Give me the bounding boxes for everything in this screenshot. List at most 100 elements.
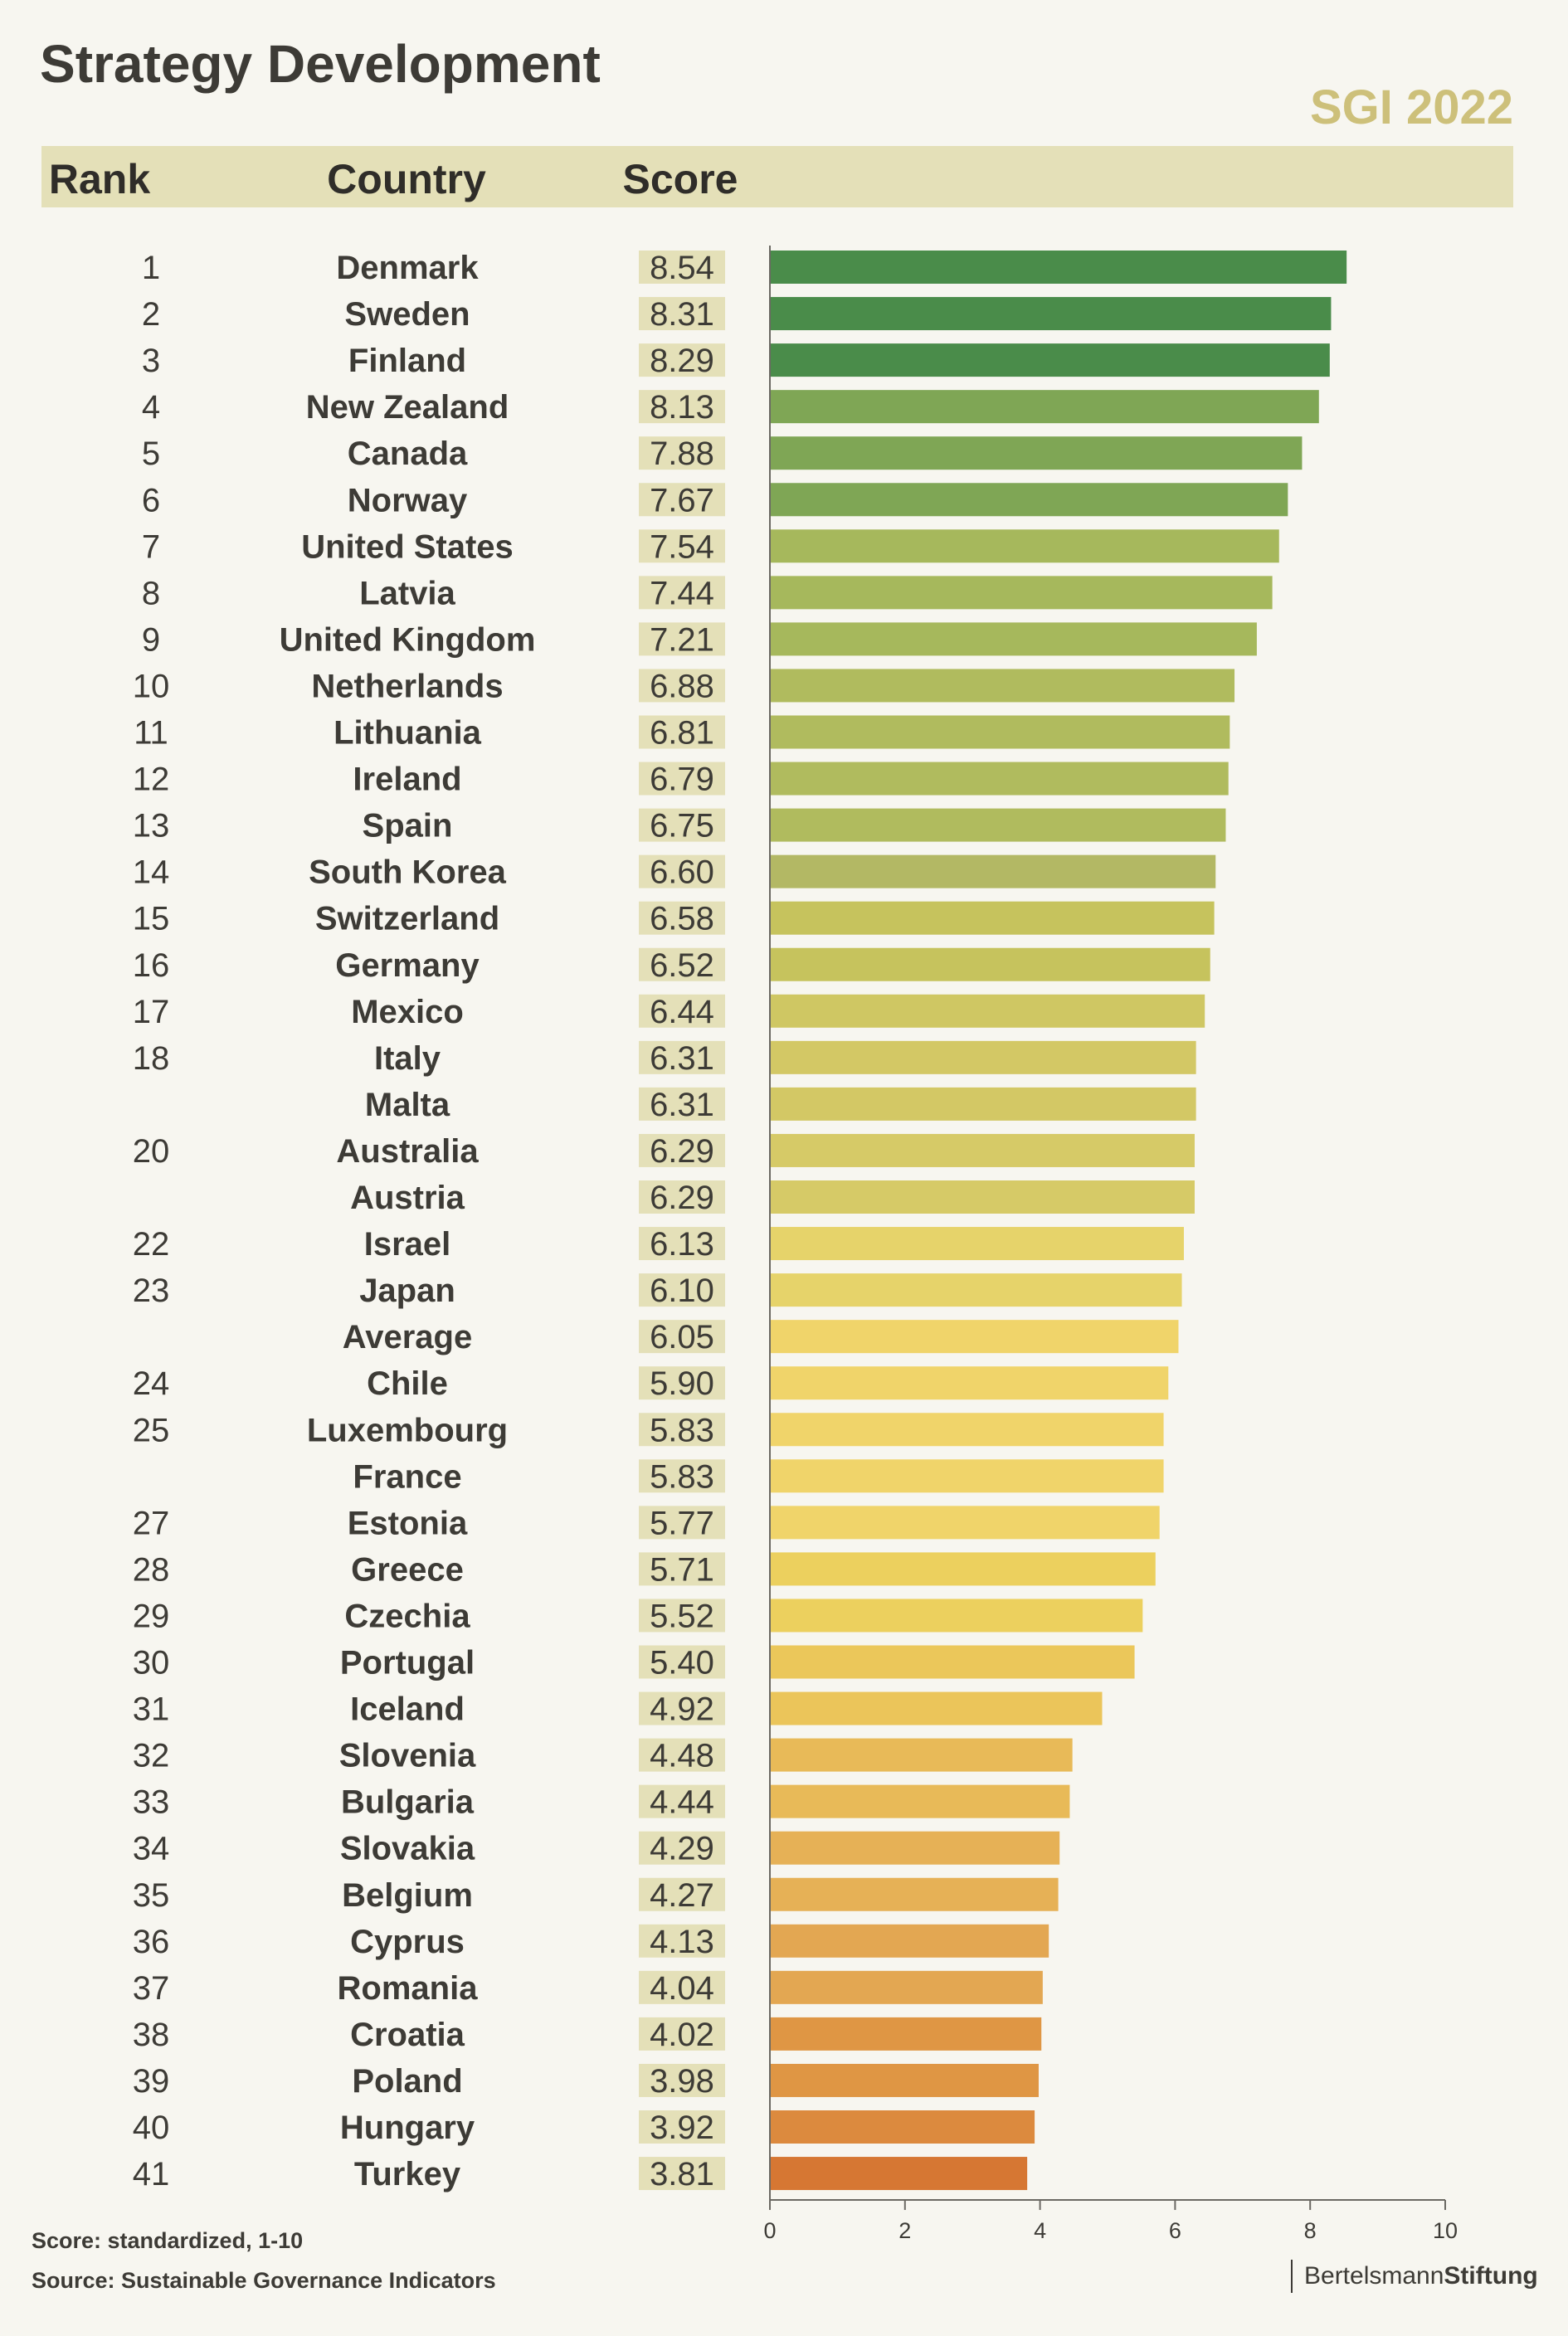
bar xyxy=(770,343,1330,377)
score-box xyxy=(639,2110,725,2144)
score-box xyxy=(639,1180,725,1214)
country-label: Turkey xyxy=(354,2156,461,2192)
score-label: 3.81 xyxy=(650,2156,714,2192)
country-label: Chile xyxy=(367,1365,448,1402)
rank-label: 7 xyxy=(142,528,160,565)
score-box xyxy=(639,1320,725,1354)
bar xyxy=(770,1506,1160,1540)
bar xyxy=(770,1273,1182,1307)
x-tick-label: 10 xyxy=(1433,2218,1458,2243)
country-label: Romania xyxy=(338,1970,479,2007)
header-country: Country xyxy=(327,156,486,202)
rank-label: 31 xyxy=(133,1691,170,1728)
bar xyxy=(770,1087,1196,1121)
country-label: Greece xyxy=(351,1551,464,1588)
rank-label: 11 xyxy=(134,715,168,752)
country-label: United States xyxy=(301,528,514,565)
score-label: 6.29 xyxy=(650,1180,714,1216)
score-label: 6.52 xyxy=(650,947,714,984)
country-label: Iceland xyxy=(350,1691,465,1728)
country-label: Switzerland xyxy=(315,901,499,937)
bar xyxy=(770,994,1205,1028)
rank-label: 36 xyxy=(133,1924,170,1960)
bar xyxy=(770,854,1216,888)
rank-label: 33 xyxy=(133,1784,170,1821)
score-box xyxy=(639,1459,725,1493)
country-label: Hungary xyxy=(340,2110,475,2146)
score-label: 6.75 xyxy=(650,808,714,844)
score-label: 6.79 xyxy=(650,762,714,798)
country-label: Lithuania xyxy=(334,715,482,752)
country-label: Ireland xyxy=(353,762,461,798)
country-label: Malta xyxy=(365,1087,450,1123)
bar xyxy=(770,1320,1179,1354)
score-label: 6.29 xyxy=(650,1133,714,1170)
rank-label: 14 xyxy=(133,854,170,891)
country-label: Czechia xyxy=(344,1598,470,1634)
bar xyxy=(770,1180,1195,1214)
country-label: Israel xyxy=(364,1226,451,1263)
country-label: France xyxy=(353,1458,461,1495)
country-label: Austria xyxy=(350,1180,465,1216)
bar xyxy=(770,576,1273,610)
x-tick-label: 6 xyxy=(1169,2218,1181,2243)
bar xyxy=(770,1040,1196,1074)
rank-label: 4 xyxy=(142,389,160,426)
rank-label: 22 xyxy=(133,1226,170,1263)
country-label: United Kingdom xyxy=(280,621,536,658)
score-box xyxy=(639,762,725,796)
score-label: 4.04 xyxy=(650,1970,714,2007)
bar xyxy=(770,2063,1039,2097)
country-label: Norway xyxy=(348,482,468,518)
score-label: 4.48 xyxy=(650,1738,714,1774)
score-label: 6.31 xyxy=(650,1087,714,1123)
rank-label: 27 xyxy=(133,1505,170,1541)
country-label: Canada xyxy=(348,436,468,472)
x-tick-label: 2 xyxy=(898,2218,911,2243)
score-label: 6.10 xyxy=(650,1273,714,1309)
score-label: 4.27 xyxy=(650,1877,714,1914)
bar xyxy=(770,2110,1035,2144)
country-label: Bulgaria xyxy=(341,1784,475,1821)
score-label: 6.58 xyxy=(650,901,714,937)
score-box xyxy=(639,1645,725,1679)
country-label: South Korea xyxy=(309,854,507,891)
country-label: Netherlands xyxy=(311,668,503,704)
rank-label: 2 xyxy=(142,296,160,333)
score-box xyxy=(639,576,725,610)
rank-label: 41 xyxy=(133,2156,170,2192)
score-label: 4.92 xyxy=(650,1691,714,1728)
country-label: Cyprus xyxy=(350,1924,465,1960)
score-box xyxy=(639,1784,725,1818)
score-box xyxy=(639,669,725,703)
score-box xyxy=(639,1273,725,1307)
rank-label: 30 xyxy=(133,1645,170,1681)
score-box xyxy=(639,1552,725,1586)
bar xyxy=(770,1599,1143,1633)
bar xyxy=(770,1227,1184,1261)
rank-label: 10 xyxy=(133,668,170,704)
average-label: Average xyxy=(343,1319,472,1355)
rank-label: 37 xyxy=(133,1970,170,2007)
score-box xyxy=(639,1877,725,1911)
country-label: Croatia xyxy=(350,2017,465,2053)
rank-label: 12 xyxy=(133,762,170,798)
country-label: Australia xyxy=(336,1133,479,1170)
footnote-score: Score: standardized, 1-10 xyxy=(32,2228,304,2253)
score-label: 3.98 xyxy=(650,2063,714,2100)
country-label: Portugal xyxy=(340,1645,475,1681)
score-label: 7.88 xyxy=(650,436,714,472)
score-label: 5.71 xyxy=(650,1551,714,1588)
country-label: Finland xyxy=(348,343,466,379)
x-tick-label: 4 xyxy=(1034,2218,1046,2243)
x-tick-label: 0 xyxy=(763,2218,776,2243)
country-label: Germany xyxy=(335,947,480,984)
score-box xyxy=(639,1506,725,1540)
country-label: Slovakia xyxy=(340,1831,475,1867)
country-label: Italy xyxy=(374,1040,441,1077)
score-box xyxy=(639,436,725,470)
footnote-source: Source: Sustainable Governance Indicator… xyxy=(32,2268,496,2293)
country-label: Mexico xyxy=(351,994,464,1030)
country-label: Japan xyxy=(359,1273,455,1309)
